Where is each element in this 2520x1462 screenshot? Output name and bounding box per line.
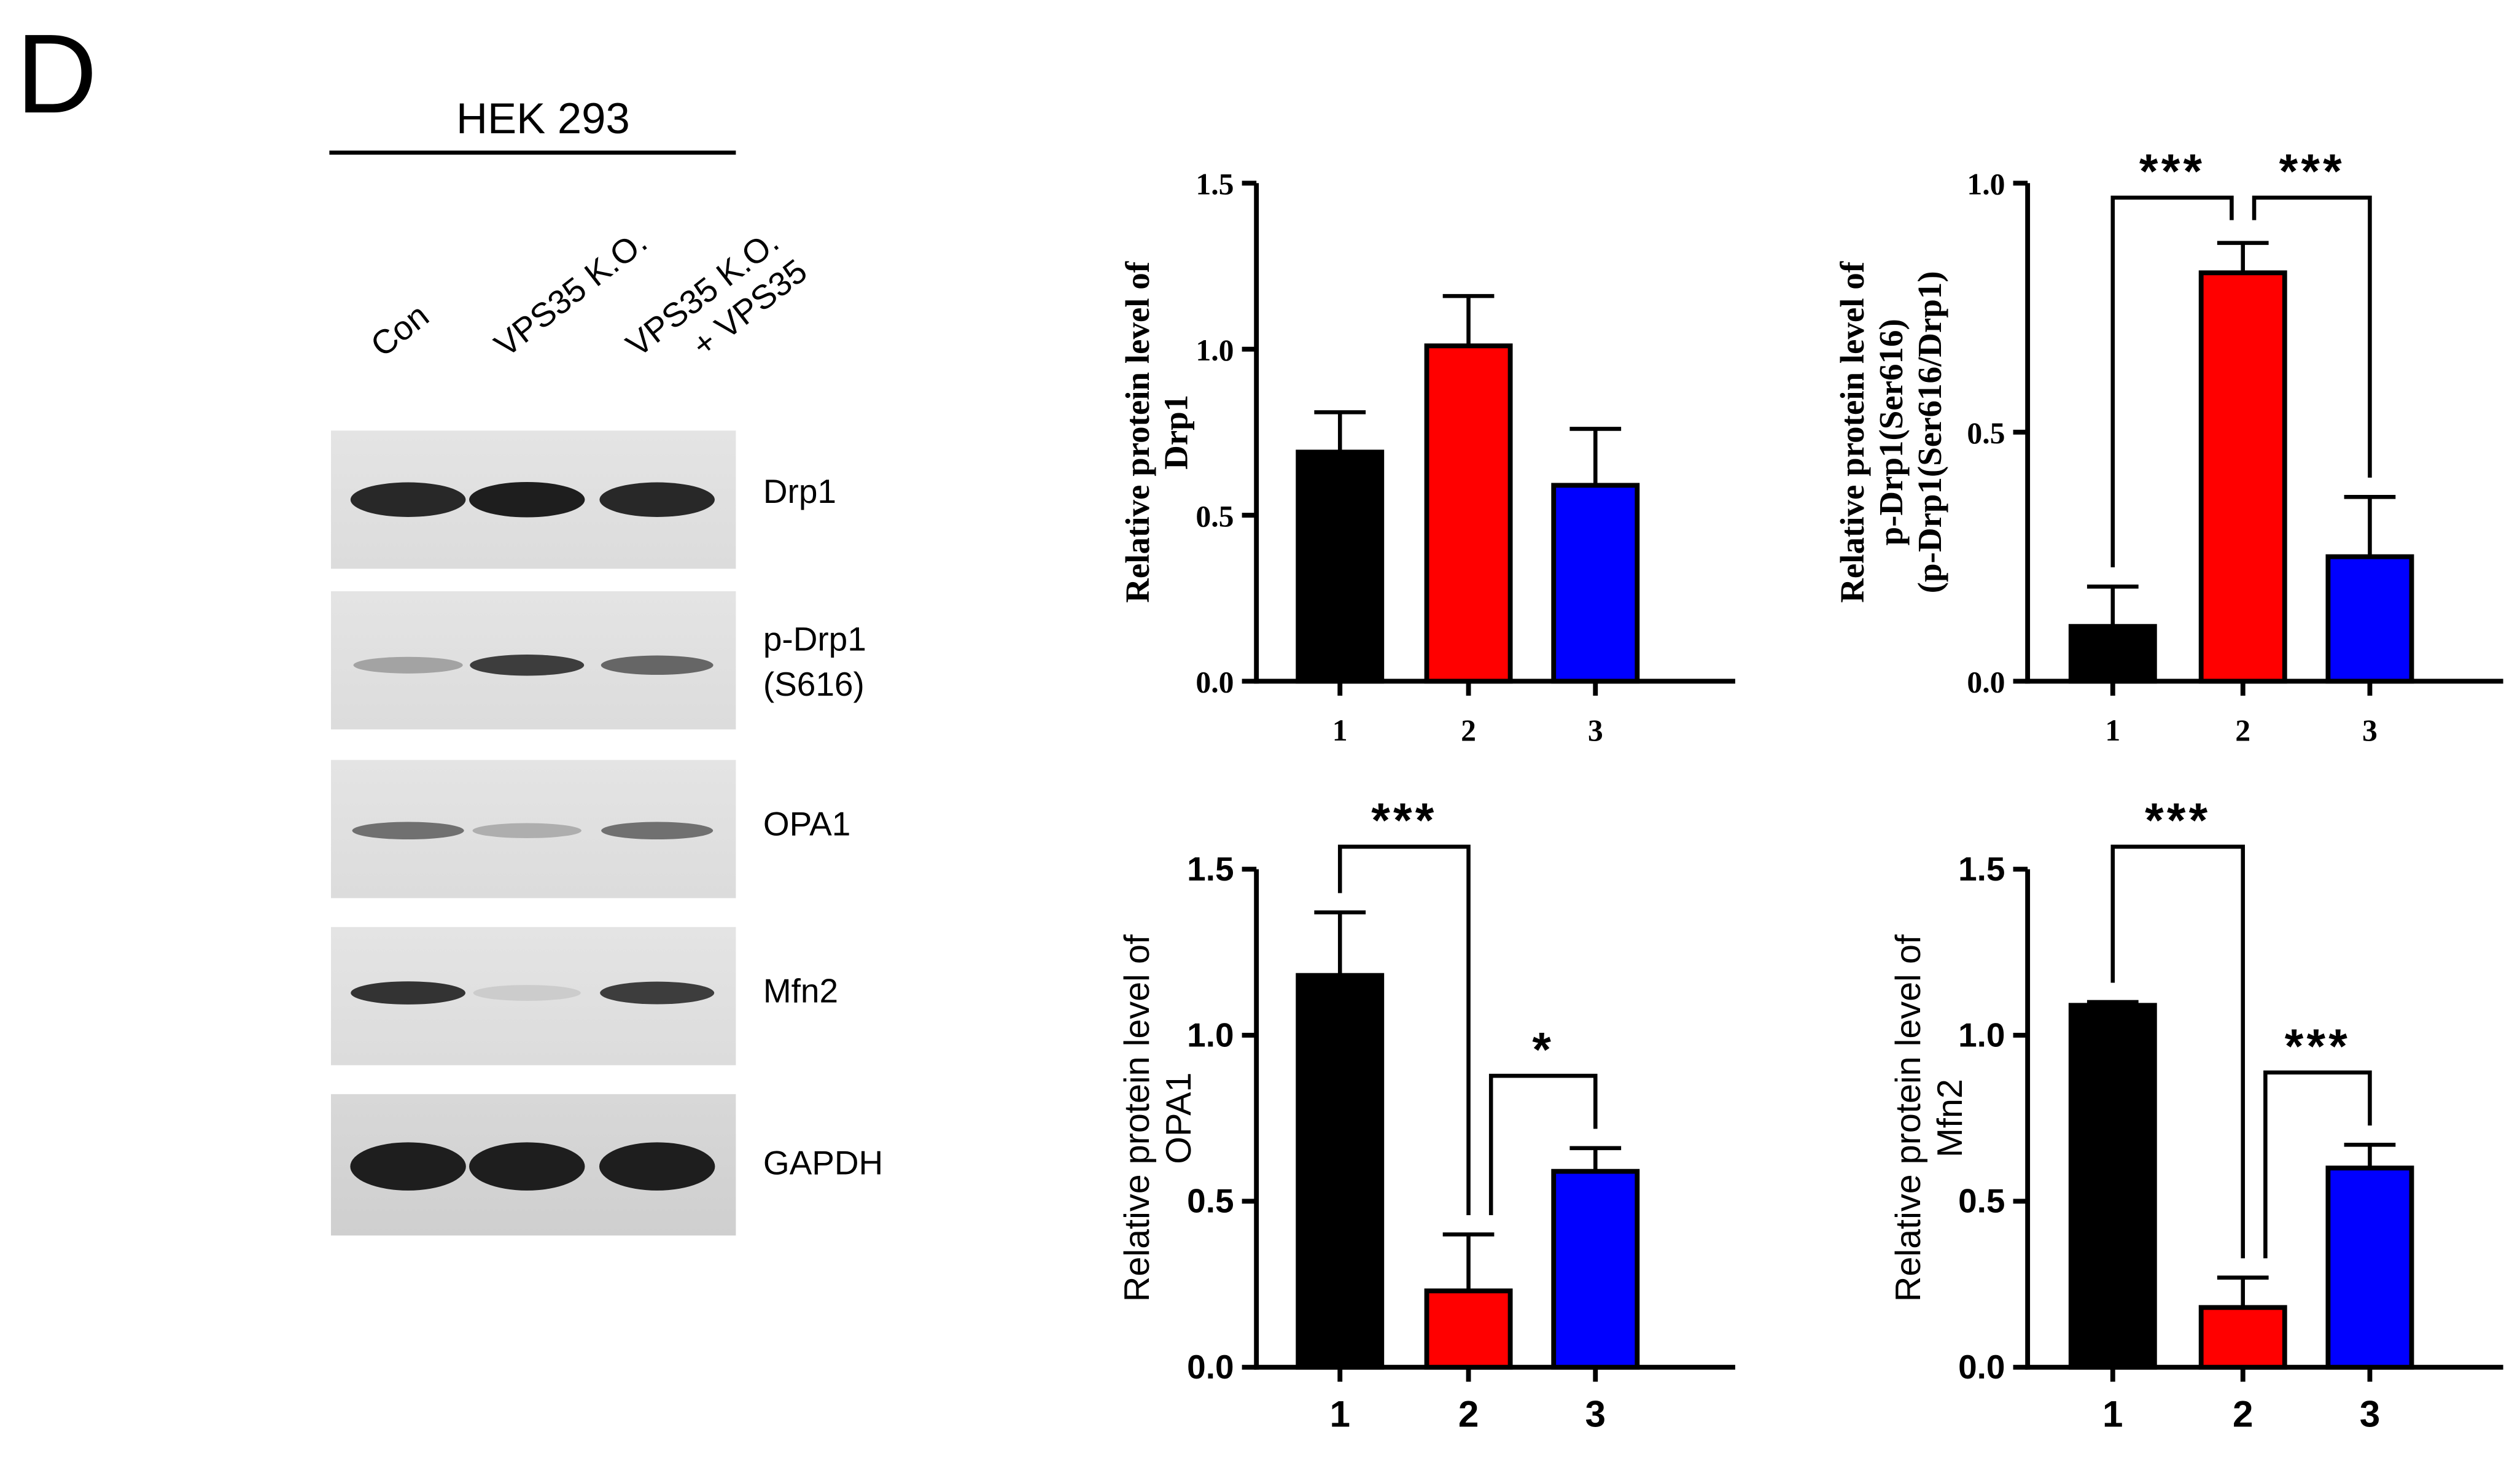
bar-mfn2-1	[2068, 1003, 2157, 1370]
western-blot: HEK 293 Con VPS35 K.O. VPS35 K.O. + VPS3…	[329, 94, 883, 1236]
y-tick-label-mfn2-1: 0.5	[1958, 1182, 2005, 1220]
bar-opa1-1	[1296, 973, 1385, 1370]
band-p-drp1-lane-1	[353, 656, 463, 674]
y-axis-label-line-pdrp1-2: (p-Drp1(Ser616/Drp1)	[1911, 271, 1948, 593]
protein-label-mfn2: Mfn2	[763, 972, 838, 1010]
band-mfn2-lane-2	[473, 985, 581, 1001]
y-axis-label-line-drp1-1: Drp1	[1157, 395, 1195, 470]
protein-label-drp1: Drp1	[763, 472, 836, 510]
y-axis-label-mfn2: Relative protein level of Mfn2	[1889, 934, 1970, 1302]
y-tick-label-opa1-0: 0.0	[1187, 1348, 1234, 1386]
band-p-drp1-lane-3	[601, 655, 714, 675]
sig-label-pdrp1-1: ***	[2279, 144, 2345, 198]
y-axis-label-line-mfn2-0: Relative protein level of	[1889, 934, 1928, 1302]
sig-label-mfn2-0: ***	[2145, 793, 2211, 847]
bar-drp1-1	[1296, 449, 1385, 684]
y-tick-label-drp1-3: 1.5	[1196, 168, 1234, 201]
x-tick-label-mfn2-2: 3	[2360, 1394, 2380, 1435]
blot-strips	[331, 430, 736, 1236]
y-axis-label-line-pdrp1-0: Relative protein level of	[1834, 261, 1871, 603]
bar-drp1-2	[1424, 343, 1513, 684]
y-tick-label-opa1-1: 0.5	[1187, 1182, 1234, 1220]
sig-label-opa1-0: ***	[1371, 793, 1437, 847]
bar-opa1-3	[1551, 1168, 1640, 1370]
y-tick-label-mfn2-0: 0.0	[1958, 1348, 2005, 1386]
y-axis-label-line-opa1-1: OPA1	[1159, 1073, 1199, 1164]
sig-bracket-opa1-1	[1488, 1073, 1598, 1216]
lane-label-con: Con	[364, 296, 436, 364]
chart-pdrp1: 0.0 0.5 1.0 1 2 3 Relative protein level ofp-D…	[1834, 144, 2503, 747]
sig-bracket-pdrp1-0	[2110, 195, 2234, 567]
band-mfn2-lane-1	[351, 981, 466, 1005]
band-opa1-lane-3	[601, 822, 714, 840]
band-gapdh-lane-3	[599, 1142, 715, 1191]
bar-drp1-3	[1551, 483, 1640, 684]
band-opa1-lane-2	[472, 823, 581, 839]
bar-charts: 0.0 0.5 1.0 1.5 1 2 3 Relative protein level of…	[1118, 144, 2503, 1435]
chart-opa1: 0.0 0.5 1.0 1.5 1 2 3 Relative protein level of…	[1118, 793, 1735, 1435]
bar-pdrp1-2	[2198, 270, 2287, 684]
chart-drp1: 0.0 0.5 1.0 1.5 1 2 3 Relative protein level of…	[1119, 168, 1735, 747]
band-opa1-lane-1	[352, 822, 464, 840]
band-drp1-lane-1	[350, 482, 466, 517]
bar-mfn2-3	[2325, 1165, 2414, 1370]
x-tick-label-pdrp1-2: 3	[2362, 714, 2378, 747]
band-drp1-lane-2	[469, 481, 585, 518]
band-gapdh-lane-2	[469, 1142, 585, 1191]
y-tick-label-opa1-2: 1.0	[1187, 1016, 1234, 1054]
sig-bracket-mfn2-1	[2263, 1070, 2372, 1259]
y-axis-label-line-opa1-0: Relative protein level of	[1118, 934, 1157, 1302]
y-tick-label-pdrp1-1: 0.5	[1967, 416, 2005, 450]
chart-mfn2: 0.0 0.5 1.0 1.5 1 2 3 Relative protein level of…	[1889, 793, 2503, 1435]
band-drp1-lane-3	[599, 482, 715, 517]
protein-label-pdrp1: p-Drp1	[763, 620, 866, 658]
panel-label: D	[16, 10, 97, 136]
band-p-drp1-lane-2	[470, 655, 585, 676]
cell-line-label: HEK 293	[456, 94, 630, 142]
y-tick-label-mfn2-3: 1.5	[1958, 850, 2005, 888]
x-tick-label-pdrp1-0: 1	[2105, 714, 2120, 747]
y-tick-label-mfn2-2: 1.0	[1958, 1016, 2005, 1054]
sig-label-opa1-1: *	[1532, 1022, 1554, 1076]
sig-label-pdrp1-0: ***	[2139, 144, 2205, 198]
x-tick-label-pdrp1-1: 2	[2235, 714, 2250, 747]
y-axis-label-pdrp1: Relative protein level ofp-Drp1(Ser616)(…	[1834, 261, 1948, 603]
y-tick-label-drp1-0: 0.0	[1196, 666, 1234, 699]
x-tick-label-drp1-1: 2	[1461, 714, 1476, 747]
x-tick-label-drp1-0: 1	[1332, 714, 1348, 747]
sig-label-mfn2-1: ***	[2285, 1019, 2351, 1073]
x-tick-label-opa1-0: 1	[1329, 1394, 1350, 1435]
bar-opa1-2	[1424, 1288, 1513, 1370]
y-axis-label-line-drp1-0: Relative protein level of	[1119, 261, 1156, 603]
protein-label-s616: (S616)	[763, 665, 865, 703]
bar-mfn2-2	[2198, 1305, 2287, 1370]
bar-pdrp1-1	[2068, 624, 2157, 684]
protein-label-gapdh: GAPDH	[763, 1144, 883, 1182]
x-tick-label-opa1-2: 3	[1585, 1394, 1606, 1435]
protein-label-opa1: OPA1	[763, 805, 851, 843]
y-axis-label-drp1: Relative protein level ofDrp1	[1119, 261, 1195, 603]
bar-pdrp1-3	[2325, 554, 2414, 684]
y-tick-label-opa1-3: 1.5	[1187, 850, 1234, 888]
y-tick-label-pdrp1-0: 0.0	[1967, 666, 2005, 699]
sig-bracket-mfn2-0	[2110, 844, 2246, 1259]
sig-bracket-pdrp1-1	[2252, 195, 2372, 478]
y-tick-label-drp1-1: 0.5	[1196, 499, 1234, 533]
x-tick-label-mfn2-0: 1	[2102, 1394, 2123, 1435]
y-tick-label-pdrp1-2: 1.0	[1967, 168, 2005, 201]
x-tick-label-drp1-2: 3	[1588, 714, 1603, 747]
band-gapdh-lane-1	[350, 1142, 466, 1191]
x-tick-label-opa1-1: 2	[1458, 1394, 1479, 1435]
y-axis-label-line-mfn2-1: Mfn2	[1931, 1079, 1970, 1157]
y-tick-label-drp1-2: 1.0	[1196, 333, 1234, 367]
x-tick-label-mfn2-1: 2	[2233, 1394, 2253, 1435]
sig-bracket-opa1-0	[1337, 844, 1471, 1216]
y-axis-label-line-pdrp1-1: p-Drp1(Ser616)	[1872, 319, 1910, 545]
band-mfn2-lane-3	[600, 981, 715, 1005]
y-axis-label-opa1: Relative protein level of OPA1	[1118, 934, 1199, 1302]
